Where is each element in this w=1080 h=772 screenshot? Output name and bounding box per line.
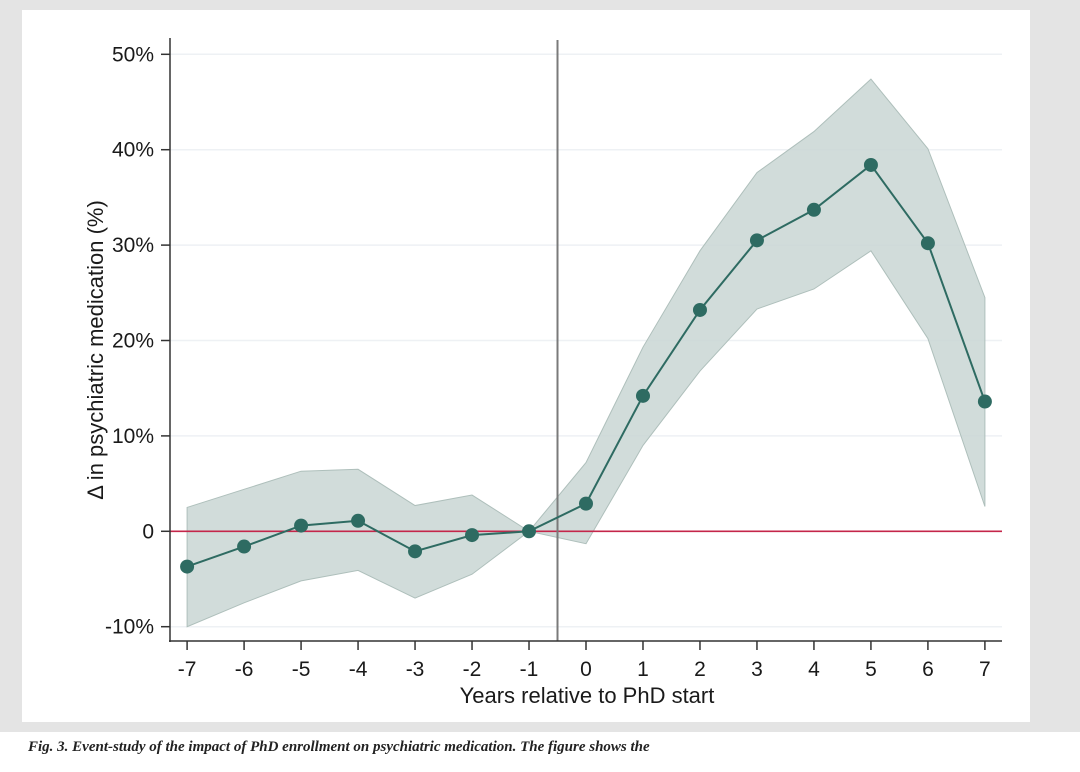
x-tick-label: -1 xyxy=(520,658,539,681)
x-tick-label: -4 xyxy=(349,658,368,681)
x-tick-label: 1 xyxy=(637,658,649,681)
x-tick-label: 5 xyxy=(865,658,877,681)
x-tick-label: -2 xyxy=(463,658,482,681)
figure-caption: Fig. 3. Event-study of the impact of PhD… xyxy=(0,732,1080,772)
x-axis-title: Years relative to PhD start xyxy=(460,683,715,708)
x-tick-label: -3 xyxy=(406,658,425,681)
data-point xyxy=(180,559,195,574)
x-tick-label: 7 xyxy=(979,658,991,681)
x-tick-label: 0 xyxy=(580,658,592,681)
data-point xyxy=(522,524,537,539)
y-tick-label: 20% xyxy=(112,330,154,353)
x-tick-label: -7 xyxy=(178,658,197,681)
y-tick-label: 0 xyxy=(142,520,154,543)
y-tick-label: -10% xyxy=(105,616,154,639)
data-point xyxy=(294,518,309,533)
data-point xyxy=(863,157,878,172)
event-study-chart: -10% 0 10% 20% 30% 40% 50% -7 -6 -5 -4 -3 -2 -1 0 1 2 3 4 5… xyxy=(83,38,1002,708)
data-point xyxy=(465,528,480,543)
y-tick-label: 30% xyxy=(112,234,154,257)
x-tick-label: 2 xyxy=(694,658,706,681)
x-tick-label: -6 xyxy=(235,658,254,681)
x-tick-label: 3 xyxy=(751,658,763,681)
chart-frame: -10% 0 10% 20% 30% 40% 50% -7 -6 -5 -4 -3 -2 -1 0 1 2 3 4 5… xyxy=(22,10,1030,722)
data-point xyxy=(920,236,935,251)
x-tick-label: 6 xyxy=(922,658,934,681)
data-point xyxy=(806,202,821,217)
data-point xyxy=(749,233,764,248)
x-tick-label: 4 xyxy=(808,658,820,681)
data-point xyxy=(977,394,992,409)
y-tick-label: 10% xyxy=(112,425,154,448)
data-point xyxy=(408,544,423,559)
data-point xyxy=(351,513,366,528)
y-tick-label: 40% xyxy=(112,139,154,162)
series-markers xyxy=(180,157,992,574)
y-tick-label: 50% xyxy=(112,43,154,66)
tick-labels: -10% 0 10% 20% 30% 40% 50% -7 -6 -5 -4 -3 -2 -1 0 1 2 3 4 5… xyxy=(105,43,991,681)
data-point xyxy=(635,388,650,403)
data-point xyxy=(237,539,252,554)
data-point xyxy=(692,302,707,317)
confidence-interval-band xyxy=(186,78,986,628)
reference-lines xyxy=(170,40,1002,641)
y-axis-title: Δ in psychiatric medication (%) xyxy=(83,200,108,500)
axes xyxy=(161,38,1002,650)
x-tick-label: -5 xyxy=(292,658,311,681)
confidence-band xyxy=(186,78,986,628)
data-point xyxy=(579,496,593,511)
